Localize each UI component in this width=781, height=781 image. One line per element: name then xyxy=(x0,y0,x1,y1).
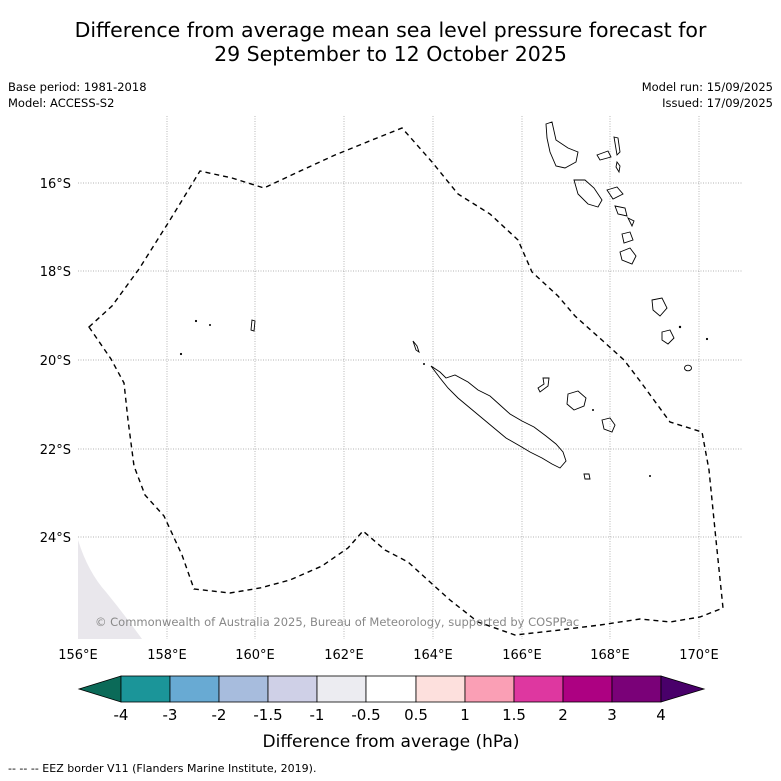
shepherd-islands xyxy=(626,216,635,228)
meta-right: Model run: 15/09/2025 Issued: 17/09/2025 xyxy=(642,79,773,111)
vanuatu-islet xyxy=(678,325,682,329)
colorbar-over-arrow xyxy=(660,675,706,703)
lon-label-156e: 156°E xyxy=(58,648,98,663)
loyalty-islet xyxy=(592,409,594,411)
walpole-islet xyxy=(649,475,651,477)
small-islets xyxy=(179,319,709,477)
tanna xyxy=(651,297,668,317)
colorbar-label: Difference from average (hPa) xyxy=(263,732,520,752)
eez-legend-note: -- -- -- EEZ border V11 (Flanders Marine… xyxy=(8,762,317,775)
cb-tick-10: 2 xyxy=(558,706,568,724)
title-line-2: 29 September to 12 October 2025 xyxy=(214,42,567,66)
coastlines xyxy=(250,121,692,480)
map-panel: © Commonwealth of Australia 2025, Bureau… xyxy=(78,116,743,639)
cb-tick-2: -3 xyxy=(163,706,178,724)
maewo xyxy=(613,136,621,156)
eez-border xyxy=(88,127,724,636)
lifou xyxy=(566,390,587,411)
cb-tick-7: 0.5 xyxy=(404,706,428,724)
ouvea xyxy=(537,377,550,393)
lon-label-160e: 160°E xyxy=(235,648,275,663)
issued-date: Issued: 17/09/2025 xyxy=(662,96,773,110)
efate xyxy=(621,231,634,244)
isle-of-pines xyxy=(583,473,591,480)
cb-tick-8: 1 xyxy=(460,706,470,724)
colorbar-bin-9 xyxy=(513,675,564,703)
colorbar-bin-8 xyxy=(464,675,515,703)
lat-label-16s: 16°S xyxy=(40,177,71,192)
title-line-1: Difference from average mean sea level p… xyxy=(74,18,707,42)
lon-label-162e: 162°E xyxy=(324,648,364,663)
bellona-islet xyxy=(179,352,183,356)
ambae xyxy=(596,150,612,161)
lat-label-18s: 18°S xyxy=(40,265,71,280)
reef-islet xyxy=(423,363,425,365)
colorbar-bin-1 xyxy=(120,675,171,703)
colorbar xyxy=(77,675,706,703)
map-background xyxy=(78,116,743,639)
lat-label-22s: 22°S xyxy=(40,443,71,458)
colorbar-bin-6 xyxy=(365,675,417,703)
hunter-island xyxy=(684,364,692,372)
longitude-labels: 156°E 158°E 160°E 162°E 164°E 166°E 168°… xyxy=(58,648,719,663)
pentecost xyxy=(615,160,621,174)
model-run: Model run: 15/09/2025 xyxy=(641,80,773,94)
espiritu-santo xyxy=(545,121,579,169)
belep-islands xyxy=(412,340,420,354)
colorbar-ticks: -4 -3 -2 -1.5 -1 -0.5 0.5 1 1.5 2 3 4 xyxy=(114,706,666,724)
cb-tick-4: -1.5 xyxy=(253,706,282,724)
colorbar-bin-4 xyxy=(267,675,318,703)
cb-tick-5: -1 xyxy=(310,706,325,724)
map-title: Difference from average mean sea level p… xyxy=(0,18,781,66)
ambrym xyxy=(606,186,624,200)
colorbar-bin-11 xyxy=(611,675,662,703)
pressure-anomaly-shading xyxy=(78,540,142,639)
matthew-islet xyxy=(705,337,709,341)
lon-label-170e: 170°E xyxy=(679,648,719,663)
lon-label-158e: 158°E xyxy=(147,648,187,663)
cb-tick-9: 1.5 xyxy=(502,706,526,724)
colorbar-under-arrow xyxy=(77,675,122,703)
aneityum xyxy=(661,329,675,345)
chesterfield-reef xyxy=(250,319,256,332)
copyright-notice: © Commonwealth of Australia 2025, Bureau… xyxy=(95,615,579,629)
mare xyxy=(601,417,616,433)
model-name: Model: ACCESS-S2 xyxy=(8,96,115,110)
base-period: Base period: 1981-2018 xyxy=(8,80,147,94)
erromango xyxy=(619,247,637,265)
new-caledonia-grande-terre xyxy=(430,365,567,469)
lat-label-24s: 24°S xyxy=(40,531,71,546)
lon-label-168e: 168°E xyxy=(590,648,630,663)
lon-label-166e: 166°E xyxy=(502,648,542,663)
cb-tick-3: -2 xyxy=(212,706,227,724)
meta-left: Base period: 1981-2018 Model: ACCESS-S2 xyxy=(8,79,147,111)
lon-label-164e: 164°E xyxy=(413,648,453,663)
chesterfield-islet-2 xyxy=(209,324,211,326)
colorbar-bin-10 xyxy=(562,675,613,703)
colorbar-bin-3 xyxy=(218,675,269,703)
cb-tick-12: 4 xyxy=(656,706,666,724)
chesterfield-islet-1 xyxy=(194,319,198,323)
lat-label-20s: 20°S xyxy=(40,354,71,369)
colorbar-bin-7 xyxy=(415,675,466,703)
cb-tick-6: -0.5 xyxy=(351,706,380,724)
latitude-labels: 16°S 18°S 20°S 22°S 24°S xyxy=(40,177,71,546)
colorbar-bin-2 xyxy=(169,675,220,703)
malakula xyxy=(573,179,603,208)
cb-tick-1: -4 xyxy=(114,706,129,724)
gridlines xyxy=(78,116,743,639)
epi xyxy=(614,205,628,217)
cb-tick-11: 3 xyxy=(607,706,617,724)
colorbar-bin-5 xyxy=(316,675,367,703)
